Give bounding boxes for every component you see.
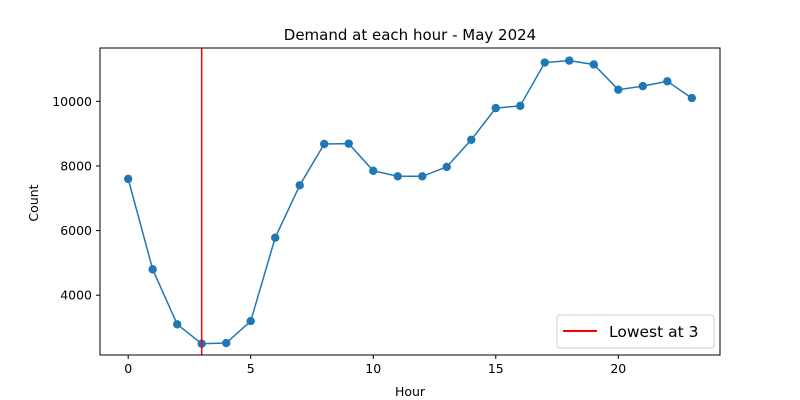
data-point <box>516 101 525 111</box>
data-point <box>589 60 598 69</box>
data-point <box>295 181 304 190</box>
data-point <box>565 56 574 65</box>
y-tick-label: 10000 <box>52 94 92 109</box>
data-point <box>246 316 255 326</box>
data-point <box>638 81 648 91</box>
plot-area <box>123 48 697 355</box>
data-point <box>418 172 427 181</box>
data-point <box>344 139 353 148</box>
legend-box <box>556 314 715 349</box>
y-tick-label: 6000 <box>60 223 92 238</box>
data-point <box>271 233 280 242</box>
legend-label-lowest: Lowest at 3 <box>609 323 699 341</box>
y-tick-label: 8000 <box>60 158 92 173</box>
data-point <box>467 135 476 144</box>
axes: 0 5 10 15 20 4000 6000 8000 10000 <box>52 47 721 376</box>
x-tick-label: 20 <box>610 361 626 376</box>
data-point <box>687 93 697 103</box>
data-point <box>442 162 451 172</box>
data-point <box>491 103 500 113</box>
chart-title: Demand at each hour - May 2024 <box>284 26 536 44</box>
x-tick-label: 0 <box>124 361 132 376</box>
data-point <box>393 172 402 181</box>
data-point <box>369 166 378 175</box>
data-point <box>663 77 672 86</box>
x-axis-label: Hour <box>395 384 426 399</box>
axes-frame <box>99 47 721 356</box>
data-point <box>320 139 329 149</box>
data-point <box>172 320 182 329</box>
data-point <box>123 174 133 184</box>
y-axis-label: Count <box>26 184 41 221</box>
x-tick-label: 10 <box>365 361 381 376</box>
x-tick-label: 15 <box>488 361 504 376</box>
data-point <box>614 85 623 94</box>
data-point <box>148 265 157 274</box>
series-line <box>127 59 693 345</box>
data-point <box>222 338 231 348</box>
y-tick-label: 4000 <box>60 288 92 303</box>
legend: Lowest at 3 <box>556 314 715 349</box>
data-point <box>540 58 549 67</box>
x-tick-label: 5 <box>247 361 255 376</box>
